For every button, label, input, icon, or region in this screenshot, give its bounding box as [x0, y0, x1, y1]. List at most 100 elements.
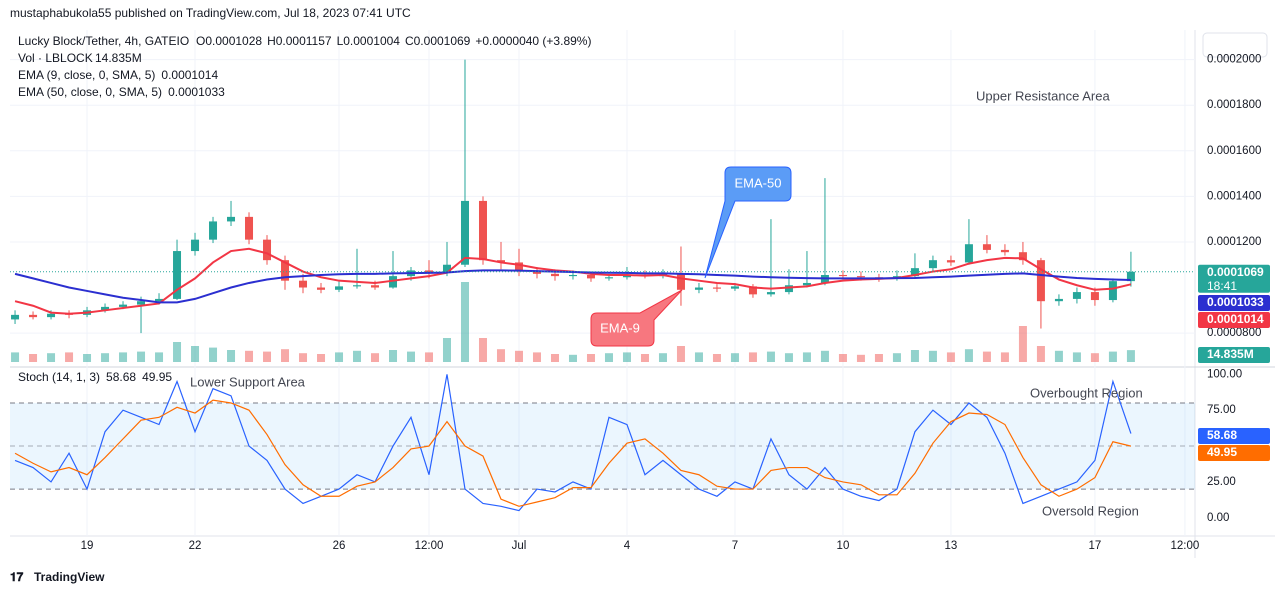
y-tick-label: 0.0001200 [1207, 236, 1261, 248]
candle-body [11, 314, 20, 320]
volume-value-box [1198, 347, 1270, 363]
candle-body [460, 200, 469, 265]
volume-bar [1036, 346, 1045, 362]
stoch-line [14, 399, 1132, 507]
candle-body [353, 285, 362, 287]
x-tick-label: 12:00 [1171, 540, 1200, 552]
volume-bar [1108, 351, 1117, 362]
candle-body [730, 286, 739, 289]
annotation: Overbought Region [1030, 385, 1143, 400]
volume-bar [245, 350, 254, 362]
volume-bar [856, 354, 865, 362]
candle-body [1000, 249, 1009, 253]
ohlc-label: L0.0001004 [337, 34, 401, 48]
volume-bar [335, 352, 344, 362]
y-tick-label: 0.0001800 [1207, 99, 1261, 111]
candle-body [676, 273, 685, 290]
volume-bar [281, 349, 290, 362]
annotation: Oversold Region [1042, 503, 1139, 518]
y-tick-label: 75.00 [1207, 404, 1236, 416]
volume-bar [155, 352, 164, 362]
x-tick-label: 4 [624, 540, 631, 552]
y-tick-label: 0.0002000 [1207, 54, 1261, 66]
ema9-price-box [1198, 312, 1270, 328]
annotation: Lower Support Area [190, 374, 306, 389]
candle-body [245, 216, 254, 240]
candle-body [227, 216, 236, 222]
grid [10, 30, 1195, 536]
candle-body [47, 313, 56, 318]
x-tick-label: 19 [81, 540, 94, 552]
published: mustaphabukola55 published on TradingVie… [10, 6, 411, 20]
volume-bar [748, 352, 757, 362]
volume-bar [928, 350, 937, 362]
candle-body [982, 244, 991, 250]
ema50-price: 0.0001033 [1207, 295, 1264, 309]
candle-body [299, 280, 308, 288]
y-tick-label: 25.00 [1207, 476, 1236, 488]
volume-bar [478, 338, 487, 362]
last-price-box [1198, 264, 1270, 293]
candle-body [101, 306, 110, 311]
annotation: EMA-9 [600, 320, 640, 335]
stoch-line [14, 374, 1132, 512]
volume-bar [1090, 353, 1099, 362]
volume-bar [299, 353, 308, 362]
candle-body [335, 286, 344, 290]
volume-bar [1054, 350, 1063, 362]
volume-bar [1072, 352, 1081, 362]
volume-bar [694, 352, 703, 362]
candle-body [910, 268, 919, 277]
volume-bar [946, 352, 955, 362]
volume-bar [442, 338, 451, 362]
volume-bar [263, 351, 272, 362]
volume-bar [83, 354, 92, 362]
candle-body [568, 274, 577, 277]
x-tick-label: 17 [1089, 540, 1102, 552]
volume-bar [892, 353, 901, 362]
volume-bar [227, 350, 236, 362]
volume-bar [353, 350, 362, 362]
y-tick-label: 0.0001600 [1207, 145, 1261, 157]
legend-title: Stoch (14, 1, 3) [18, 370, 100, 384]
volume-bar [784, 353, 793, 362]
volume-bar [658, 353, 667, 362]
candle-body [209, 221, 218, 240]
ohlc-label: O0.0001028 [196, 34, 262, 48]
candle-body [263, 239, 272, 261]
volume-bar [424, 352, 433, 362]
legend-value: 0.0001014 [161, 68, 218, 82]
ema50-price-box [1198, 295, 1270, 311]
candle-body [478, 200, 487, 261]
volume-bar [1126, 350, 1135, 362]
candle-body [496, 260, 505, 263]
ohlc-label: C0.0001069 [405, 34, 471, 48]
volume-bar [317, 354, 326, 362]
volume-bar [550, 354, 559, 362]
y-tick-label: 0.0001400 [1207, 190, 1261, 202]
volume-bar [568, 354, 577, 362]
volume-bar [29, 354, 38, 362]
x-tick-label: 7 [732, 540, 738, 552]
volume-bar [730, 353, 739, 362]
volume-bar [532, 352, 541, 362]
scale-button[interactable] [1202, 32, 1268, 58]
volume-bar [982, 351, 991, 362]
volume-bar [65, 352, 74, 362]
volume-value: 14.835M [1207, 347, 1254, 361]
candle-body [371, 285, 380, 288]
candle-body [29, 314, 38, 318]
volume-bar [496, 349, 505, 362]
candle-body [748, 286, 757, 295]
candle-body [550, 273, 559, 277]
volume-bar [47, 353, 56, 362]
callout-ema50 [704, 166, 792, 279]
x-tick-label: 22 [189, 540, 202, 552]
volume-bar [676, 346, 685, 362]
brand-logo: 𝟏𝟕 [10, 570, 24, 584]
candle-body [856, 276, 865, 278]
volume-bar [101, 353, 110, 362]
annotation: Upper Resistance Area [976, 88, 1110, 103]
